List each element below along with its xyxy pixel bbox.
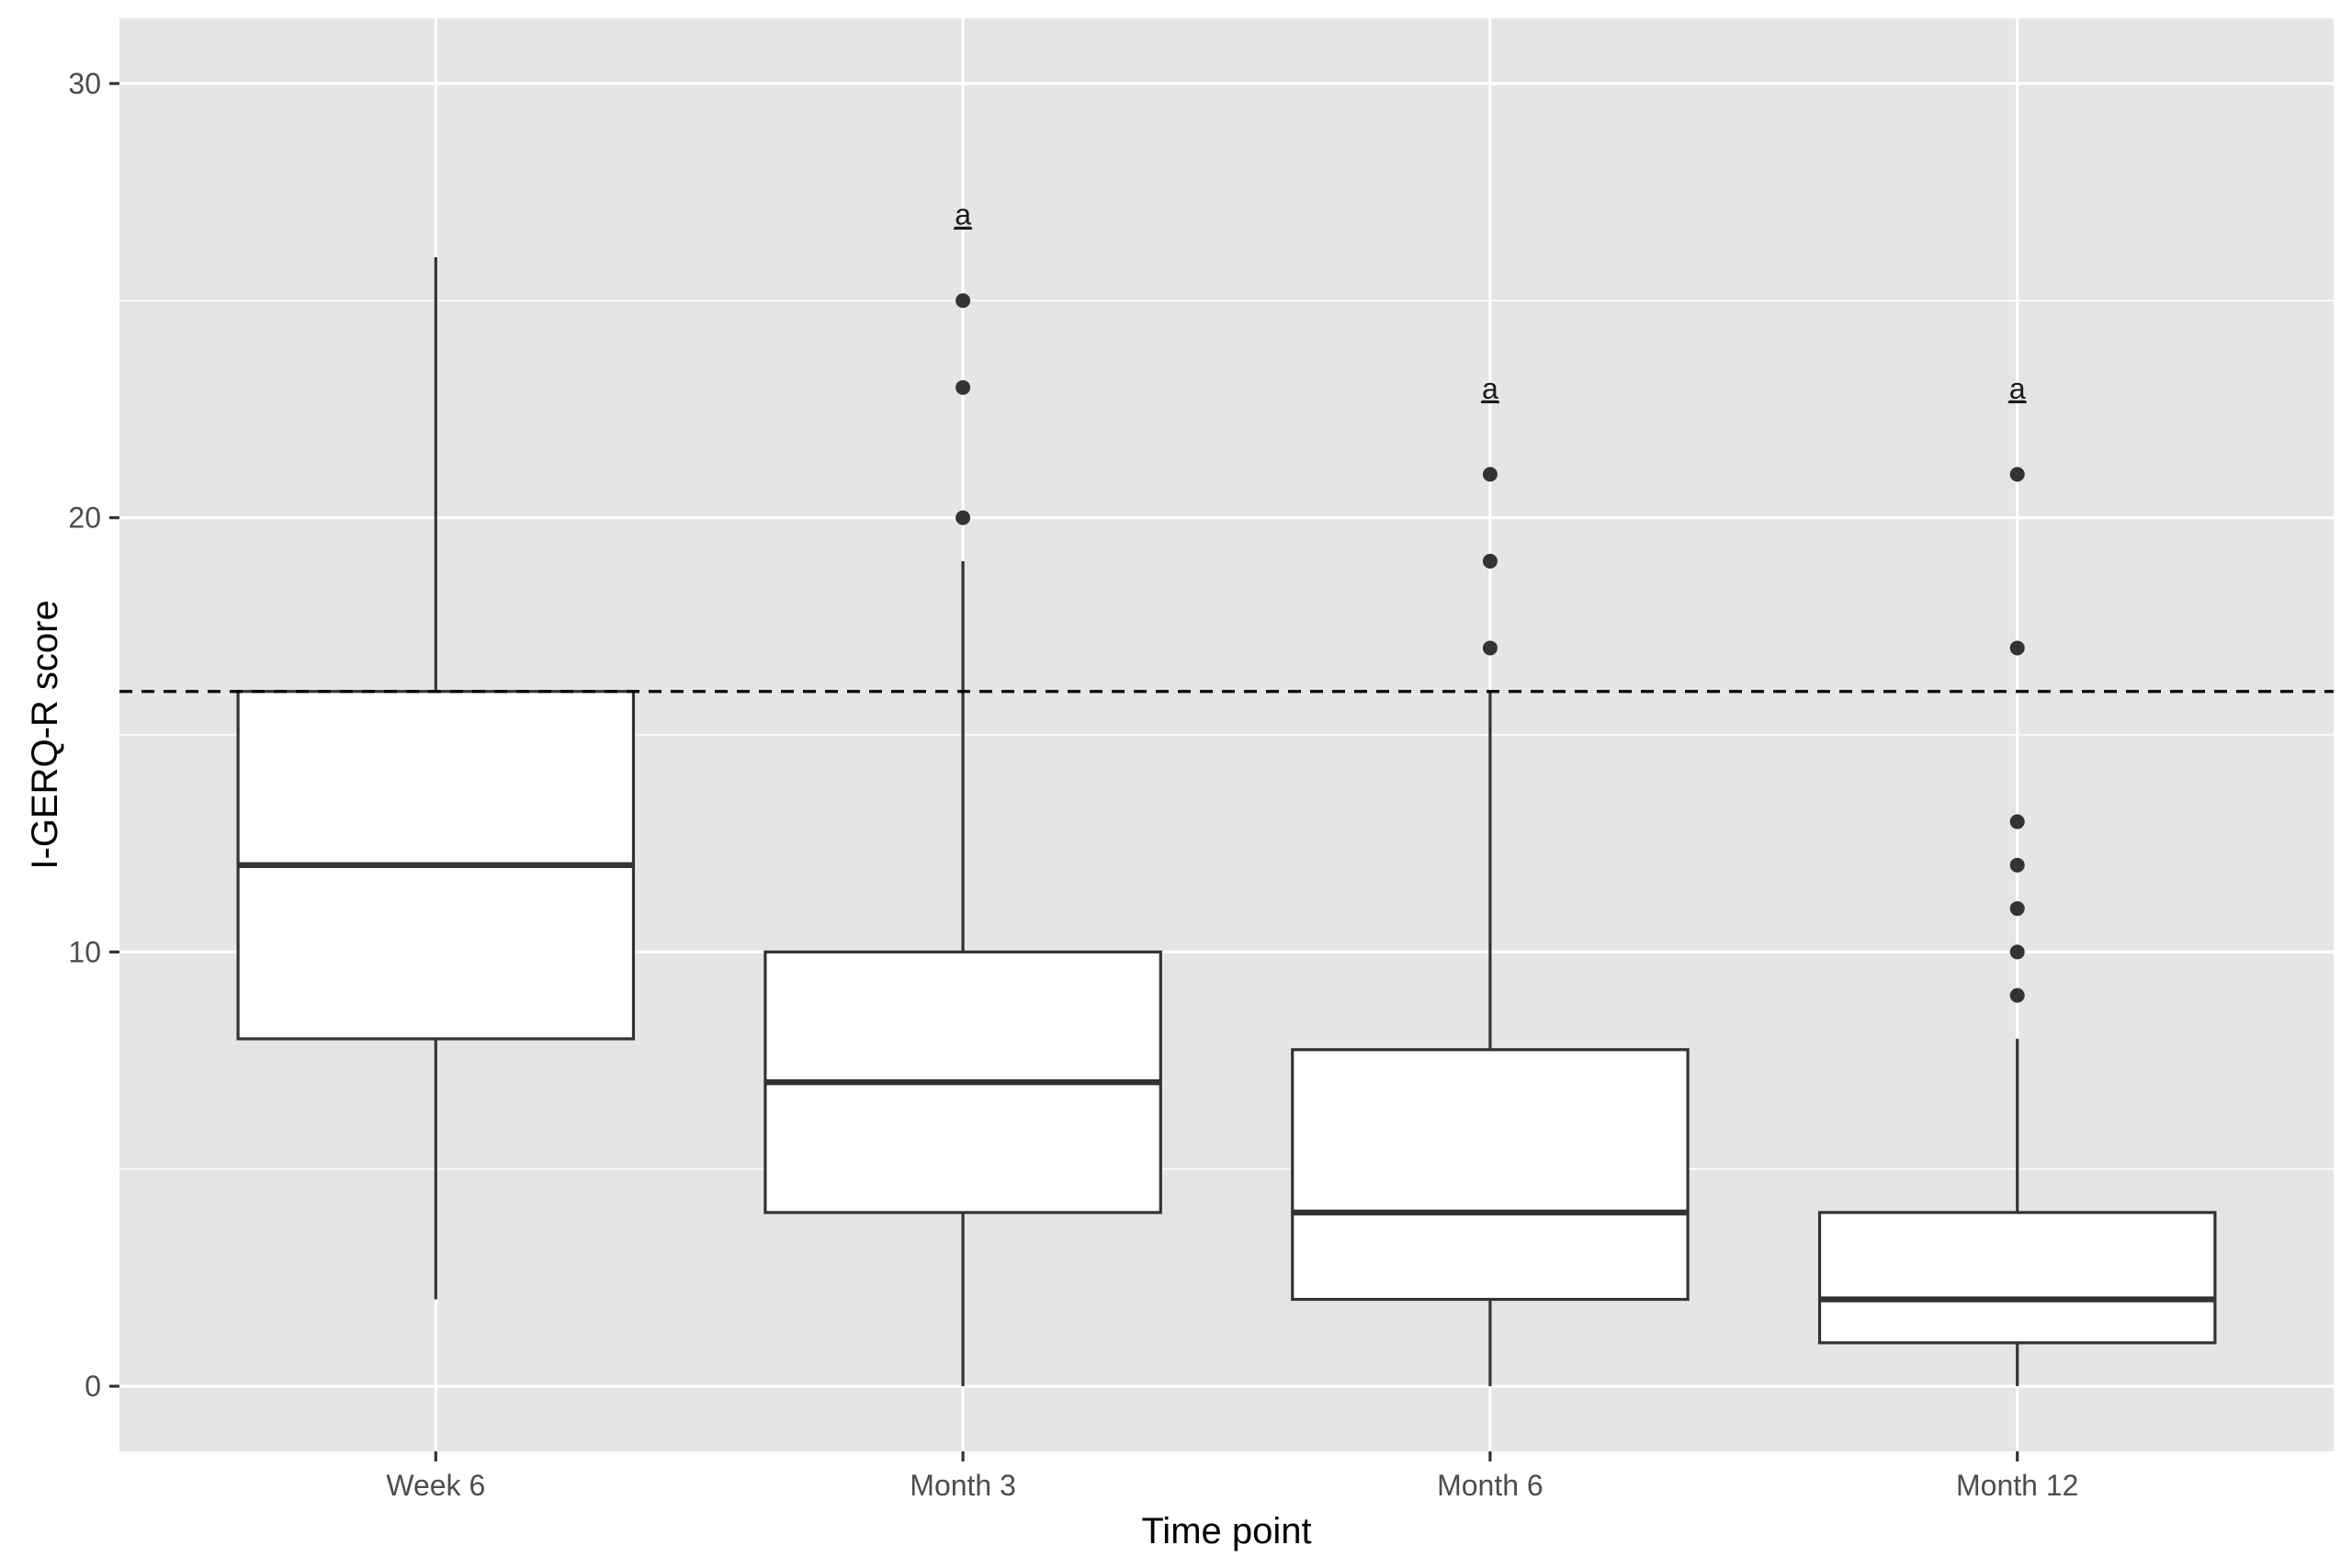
outlier-point xyxy=(2009,467,2025,482)
y-tick-label: 10 xyxy=(68,935,101,968)
box-group-month-6: a xyxy=(1291,372,1690,1387)
outlier-point xyxy=(2009,901,2025,917)
x-axis-title: Time point xyxy=(1141,1511,1311,1551)
y-tick-label: 20 xyxy=(68,502,101,535)
box-body xyxy=(1291,1048,1690,1302)
outlier-point xyxy=(1482,640,1498,656)
box-marks: a a a xyxy=(119,198,2334,1387)
box-body xyxy=(1817,1211,2217,1345)
box-group-month-3: a xyxy=(763,198,1162,1387)
y-tick-label: 30 xyxy=(68,67,101,100)
outlier-point xyxy=(2009,640,2025,656)
outlier-point xyxy=(956,293,971,309)
outlier-point xyxy=(2009,814,2025,829)
x-axis: Week 6 Month 3 Month 6 Month 12 xyxy=(386,1451,2078,1502)
outlier-point xyxy=(1482,467,1498,482)
x-tick-label: Month 12 xyxy=(1956,1469,2078,1502)
outlier-point xyxy=(956,379,971,395)
significance-annotation: a xyxy=(955,198,971,231)
outlier-point xyxy=(1482,553,1498,569)
box-group-week-6 xyxy=(236,257,636,1300)
y-axis: 0 10 20 30 xyxy=(68,67,119,1403)
x-tick-label: Week 6 xyxy=(386,1469,485,1502)
significance-annotation: a xyxy=(2009,372,2026,405)
y-tick-label: 0 xyxy=(85,1370,101,1403)
box-group-month-12: a xyxy=(1817,372,2217,1387)
outlier-point xyxy=(2009,944,2025,960)
y-axis-title: I-GERQ-R score xyxy=(25,600,65,869)
x-tick-label: Month 6 xyxy=(1437,1469,1544,1502)
outlier-point xyxy=(2009,987,2025,1003)
x-tick-label: Month 3 xyxy=(910,1469,1016,1502)
outlier-point xyxy=(2009,857,2025,873)
significance-annotation: a xyxy=(1482,372,1498,405)
outlier-point xyxy=(956,510,971,525)
